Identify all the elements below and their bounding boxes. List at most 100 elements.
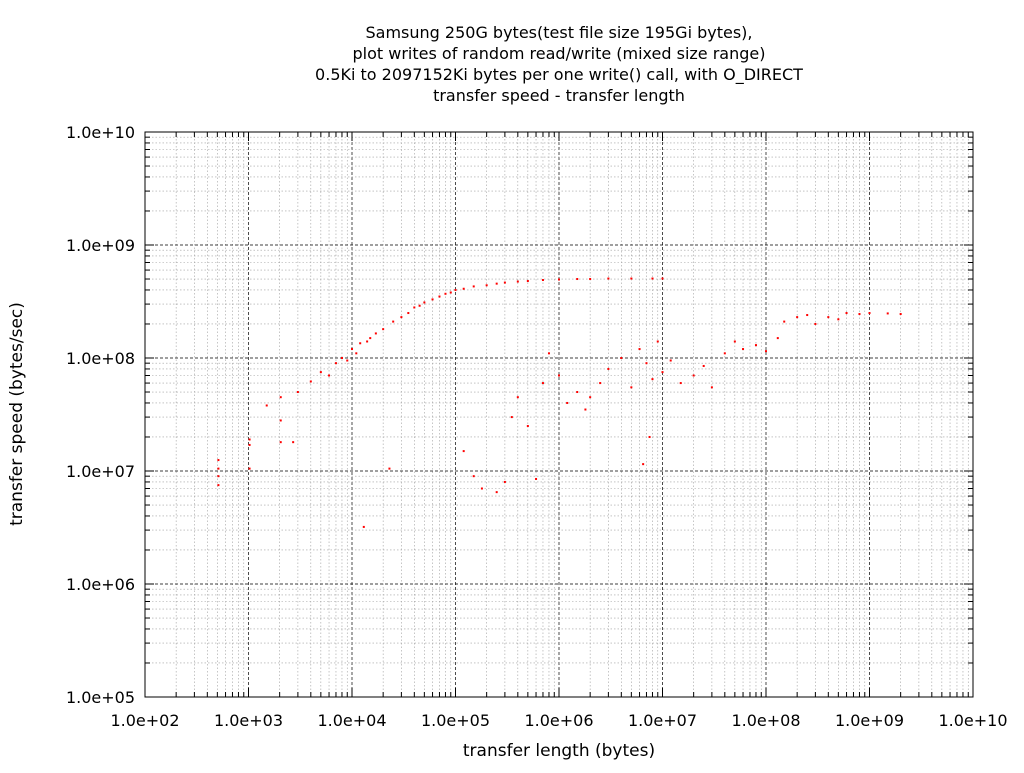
data-point xyxy=(279,441,282,444)
data-point xyxy=(661,371,664,374)
data-points xyxy=(217,277,902,528)
x-tick-label: 1.0e+05 xyxy=(421,711,490,730)
data-point xyxy=(351,348,353,351)
y-tick-labels: 1.0e+05 1.0e+06 1.0e+07 1.0e+08 1.0e+09 1.0e+… xyxy=(66,123,135,707)
data-point xyxy=(754,344,757,347)
data-point xyxy=(309,380,312,383)
chart-title-line-4: transfer speed - transfer length xyxy=(433,86,685,105)
data-point xyxy=(418,304,421,307)
data-point xyxy=(495,282,498,285)
data-point xyxy=(638,348,641,351)
data-point xyxy=(388,467,391,470)
data-point xyxy=(292,441,295,444)
data-point xyxy=(359,342,362,345)
data-point xyxy=(776,337,779,340)
x-tick-label: 1.0e+04 xyxy=(317,711,386,730)
data-point xyxy=(566,401,569,404)
data-point xyxy=(845,312,848,315)
data-point xyxy=(248,443,251,446)
data-point xyxy=(366,340,369,343)
data-point xyxy=(328,374,331,377)
data-point xyxy=(589,396,592,399)
data-point xyxy=(400,316,403,319)
data-point xyxy=(868,312,871,315)
x-tick-label: 1.0e+02 xyxy=(110,711,179,730)
plot-frame xyxy=(144,131,974,698)
data-point xyxy=(279,419,282,422)
data-point xyxy=(503,281,506,284)
x-axis-label: transfer length (bytes) xyxy=(463,741,655,761)
data-point xyxy=(485,284,488,287)
data-point xyxy=(589,278,592,281)
data-point xyxy=(423,301,426,304)
data-point xyxy=(265,404,268,407)
data-point xyxy=(346,359,349,362)
data-point xyxy=(765,350,767,353)
x-tick-label: 1.0e+08 xyxy=(731,711,800,730)
data-point xyxy=(374,332,377,335)
data-point xyxy=(607,367,610,370)
data-point xyxy=(392,320,395,323)
data-point xyxy=(355,352,358,355)
data-point xyxy=(796,316,799,319)
data-point xyxy=(599,382,602,385)
y-tick-label: 1.0e+10 xyxy=(66,123,135,142)
data-point xyxy=(472,285,475,288)
y-tick-label: 1.0e+05 xyxy=(66,688,135,707)
data-point xyxy=(510,416,513,419)
data-point xyxy=(723,352,726,355)
data-point xyxy=(814,322,817,325)
data-point xyxy=(733,340,736,343)
data-point xyxy=(462,450,465,453)
y-tick-label: 1.0e+09 xyxy=(66,236,135,255)
data-point xyxy=(858,313,861,316)
data-point xyxy=(827,316,830,319)
data-point xyxy=(783,320,786,323)
x-tick-label: 1.0e+03 xyxy=(214,711,283,730)
data-point xyxy=(319,371,322,374)
data-point xyxy=(217,484,220,487)
x-tick-label: 1.0e+07 xyxy=(628,711,697,730)
data-point xyxy=(480,487,483,490)
data-point xyxy=(620,357,623,359)
data-point xyxy=(217,459,220,462)
data-point xyxy=(710,386,713,389)
data-point xyxy=(702,364,705,367)
data-point xyxy=(607,277,610,280)
data-point xyxy=(656,340,659,343)
data-point xyxy=(645,362,648,365)
x-tick-label: 1.0e+09 xyxy=(835,711,904,730)
data-point xyxy=(576,391,579,394)
data-point xyxy=(248,467,251,470)
y-axis-label: transfer speed (bytes/sec) xyxy=(7,302,27,526)
data-point xyxy=(886,312,889,315)
data-point xyxy=(558,278,560,281)
data-point xyxy=(651,378,654,381)
data-point xyxy=(449,291,452,294)
data-point xyxy=(742,348,745,351)
data-point xyxy=(454,288,457,291)
data-point xyxy=(648,435,651,438)
data-point xyxy=(431,298,434,301)
data-point xyxy=(806,314,809,317)
data-point xyxy=(296,391,299,394)
data-point xyxy=(340,357,343,359)
chart-title: Samsung 250G bytes(test file size 195Gi … xyxy=(315,23,803,105)
data-point xyxy=(899,313,902,316)
data-point xyxy=(630,277,633,280)
data-point xyxy=(516,280,519,283)
y-tick-label: 1.0e+07 xyxy=(66,462,135,481)
data-point xyxy=(382,328,385,331)
data-point xyxy=(516,396,519,399)
data-point xyxy=(541,279,544,282)
chart-title-line-1: Samsung 250G bytes(test file size 195Gi … xyxy=(366,23,753,42)
data-point xyxy=(526,280,529,283)
data-point xyxy=(679,382,682,385)
data-point xyxy=(407,312,410,315)
data-point xyxy=(503,480,506,483)
data-point xyxy=(462,287,465,290)
data-point xyxy=(630,386,633,389)
data-point xyxy=(495,491,498,494)
